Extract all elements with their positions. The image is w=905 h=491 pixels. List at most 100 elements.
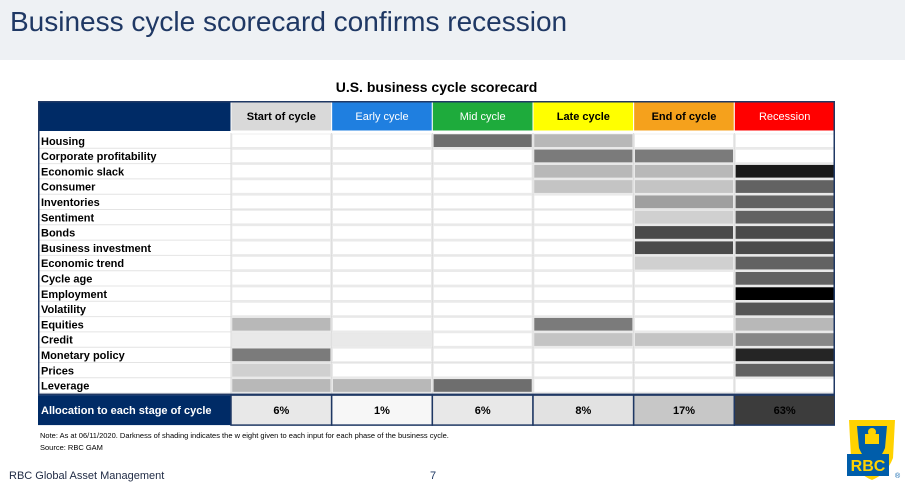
row-label: Leverage xyxy=(41,381,89,393)
weight-cell xyxy=(332,271,432,286)
row-label: Employment xyxy=(41,289,107,301)
weight-cell xyxy=(332,133,432,148)
rbc-logo: RBC ® xyxy=(847,420,901,480)
weight-cell xyxy=(332,317,432,332)
weight-cell xyxy=(735,347,835,362)
weight-cell xyxy=(735,317,835,332)
weight-cell xyxy=(533,148,633,163)
weight-cell xyxy=(634,225,734,240)
chart-title: U.S. business cycle scorecard xyxy=(335,79,538,95)
weight-cell xyxy=(433,256,533,270)
weight-cell xyxy=(231,240,331,255)
weight-cell xyxy=(533,302,633,316)
weight-cell xyxy=(634,271,734,286)
weight-cell xyxy=(433,164,533,179)
weight-cell xyxy=(735,332,835,347)
allocation-cell xyxy=(431,394,534,426)
weight-cell xyxy=(634,317,734,332)
row-label: Inventories xyxy=(41,197,100,209)
weight-cell xyxy=(332,164,432,179)
weight-cell xyxy=(735,194,835,209)
weight-cell xyxy=(634,256,734,270)
weight-cell xyxy=(735,240,835,255)
weight-cell xyxy=(735,256,835,270)
weight-cell xyxy=(735,225,835,240)
allocation-label-cell xyxy=(38,395,231,426)
weight-cell xyxy=(433,271,533,286)
stage-header-cell xyxy=(633,101,735,132)
stage-header-label: End of cycle xyxy=(652,111,717,123)
weight-cell xyxy=(433,179,533,194)
weight-cell xyxy=(231,148,331,163)
row-label: Corporate profitability xyxy=(41,151,157,163)
weight-cell xyxy=(433,286,533,301)
weight-cell xyxy=(533,332,633,347)
weight-cell xyxy=(735,271,835,286)
weight-cell xyxy=(433,317,533,332)
weight-cell xyxy=(231,256,331,270)
row-label: Cycle age xyxy=(41,274,92,286)
row-label: Consumer xyxy=(41,182,96,194)
stage-header-label: Mid cycle xyxy=(460,111,506,123)
weight-cell xyxy=(332,210,432,225)
row-label: Bonds xyxy=(41,228,75,240)
weight-cell xyxy=(433,332,533,347)
weight-cell xyxy=(231,164,331,179)
stage-header-label: Start of cycle xyxy=(247,111,316,123)
weight-cell xyxy=(231,179,331,194)
row-label: Sentiment xyxy=(41,212,95,224)
weight-cell xyxy=(433,210,533,225)
stage-header-cell xyxy=(431,101,534,132)
weight-cell xyxy=(533,133,633,148)
row-label: Prices xyxy=(41,365,74,377)
scorecard-table: Start of cycle Early cycle Mid cycle Late c… xyxy=(38,101,835,426)
weight-cell xyxy=(231,225,331,240)
weight-cell xyxy=(533,378,633,393)
row-label: Equities xyxy=(41,319,84,331)
row-label: Economic slack xyxy=(41,166,125,178)
chart-note: Note: As at 06/11/2020. Darkness of shad… xyxy=(40,431,449,440)
weight-cell xyxy=(433,347,533,362)
weight-cell xyxy=(231,210,331,225)
weight-cell xyxy=(634,179,734,194)
page-number: 7 xyxy=(430,470,437,482)
weight-cell xyxy=(533,225,633,240)
weight-cell xyxy=(332,286,432,301)
weight-cell xyxy=(231,286,331,301)
weight-cell xyxy=(332,347,432,362)
weight-cell xyxy=(332,194,432,209)
stage-header-cell xyxy=(331,101,433,132)
weight-cell xyxy=(634,286,734,301)
weight-cell xyxy=(231,363,331,378)
stage-header-cell xyxy=(230,101,333,132)
weight-cell xyxy=(332,256,432,270)
weight-cell xyxy=(433,148,533,163)
weight-cell xyxy=(634,332,734,347)
row-label: Volatility xyxy=(41,304,87,316)
row-label: Credit xyxy=(41,335,73,347)
weight-cell xyxy=(533,164,633,179)
weight-cell xyxy=(332,378,432,393)
chart-source: Source: RBC GAM xyxy=(40,443,103,452)
stage-header-cell xyxy=(733,101,835,132)
weight-cell xyxy=(735,148,835,163)
weight-cell xyxy=(433,363,533,378)
allocation-value: 6% xyxy=(273,405,289,417)
weight-cell xyxy=(634,347,734,362)
weight-cell xyxy=(433,240,533,255)
weight-cell xyxy=(433,225,533,240)
stage-header-label: Late cycle xyxy=(557,111,610,123)
weight-cell xyxy=(735,179,835,194)
stage-header-label: Recession xyxy=(759,111,810,123)
weight-cell xyxy=(735,133,835,148)
allocation-value: 1% xyxy=(374,405,390,417)
allocation-label: Allocation to each stage of cycle xyxy=(41,405,212,417)
weight-cell xyxy=(634,302,734,316)
weight-cell xyxy=(533,240,633,255)
weight-cell xyxy=(533,210,633,225)
weight-cell xyxy=(231,347,331,362)
row-label: Business investment xyxy=(41,243,151,255)
weight-cell xyxy=(634,240,734,255)
allocation-value: 8% xyxy=(575,405,591,417)
weight-cell xyxy=(231,271,331,286)
